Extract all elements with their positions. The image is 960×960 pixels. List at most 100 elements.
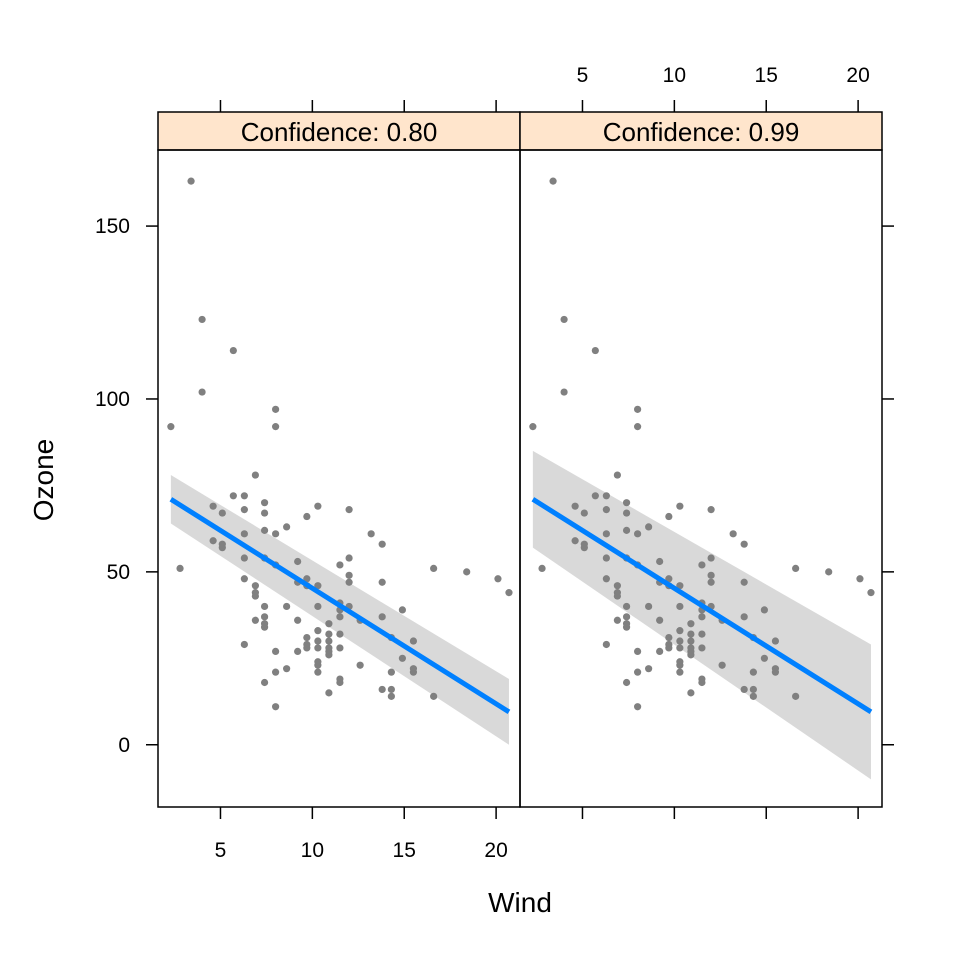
x-tick-label: 10 [301,839,324,862]
data-point [687,637,695,645]
data-point [229,492,237,500]
data-point [260,678,269,687]
data-point [622,509,631,517]
data-point [707,506,715,514]
data-point [398,654,406,662]
data-point [294,557,302,566]
data-point [325,630,333,638]
data-point [634,703,642,711]
data-point [336,644,344,652]
data-point [718,661,726,669]
data-point [676,502,684,510]
data-point [345,506,353,514]
data-point [707,554,715,562]
data-point [676,637,684,645]
data-point [198,315,206,324]
data-point [229,346,237,355]
data-point [676,661,684,669]
panel-frame-2 [519,149,883,808]
data-point [303,644,311,652]
data-point [645,523,653,531]
data-point [260,602,269,611]
data-point [613,582,621,590]
data-point [698,613,706,621]
data-point [314,627,322,635]
data-point [707,578,715,586]
data-point [345,554,353,562]
data-point [676,627,684,635]
data-point [665,633,673,642]
x-tick-label-top: 10 [663,64,686,87]
y-axis-label: Ozone [28,439,59,522]
data-point [251,582,259,590]
data-point [634,405,642,413]
data-point [740,685,748,694]
data-point [771,668,780,676]
data-point [867,589,875,597]
data-point [602,530,610,538]
data-point [356,661,364,669]
x-tick-label: 5 [215,839,227,862]
data-point [665,512,673,521]
data-point [240,554,248,562]
data-point [240,506,248,514]
data-point [665,575,673,583]
strip-label-1: Confidence: 0.80 [241,117,438,147]
data-point [676,602,684,611]
data-point [634,647,642,655]
data-point [740,578,748,586]
data-point [325,651,333,659]
data-point [571,502,579,510]
data-point [656,647,664,655]
data-point [272,423,280,431]
data-point [314,668,322,676]
data-point [591,492,599,500]
data-point [409,637,418,645]
data-point [294,647,302,655]
data-point [740,540,748,548]
data-point [314,644,322,652]
data-point [825,568,833,576]
data-point [314,661,322,669]
y-tick-label: 150 [95,215,130,238]
data-point [272,668,280,676]
data-point [687,630,695,638]
data-point [303,512,311,521]
data-point [251,592,259,600]
data-point [687,651,695,659]
data-point [622,602,631,611]
data-point [771,637,780,645]
data-point [325,620,333,628]
data-point [665,644,673,652]
data-point [687,620,695,628]
data-point [549,177,557,185]
regression-line-2 [531,497,873,715]
data-point [283,665,291,673]
data-point [336,678,344,687]
data-point [314,637,322,645]
data-point [602,640,610,649]
strip-2 [519,111,883,151]
data-point [602,575,610,583]
data-point [749,692,757,700]
data-point [645,665,653,673]
data-point [622,678,631,687]
data-point [580,544,588,552]
data-point [336,561,344,569]
data-point [634,423,642,431]
data-point [378,613,386,621]
data-point [260,526,269,534]
data-point [336,613,344,621]
data-point [760,606,768,614]
data-point [698,678,706,687]
data-point [613,616,621,624]
data-point [591,346,599,355]
data-point [176,564,184,573]
data-point [240,530,248,538]
data-point [272,703,280,711]
data-point [602,492,610,500]
data-point [430,692,438,700]
data-point [656,557,664,566]
data-point [272,647,280,655]
